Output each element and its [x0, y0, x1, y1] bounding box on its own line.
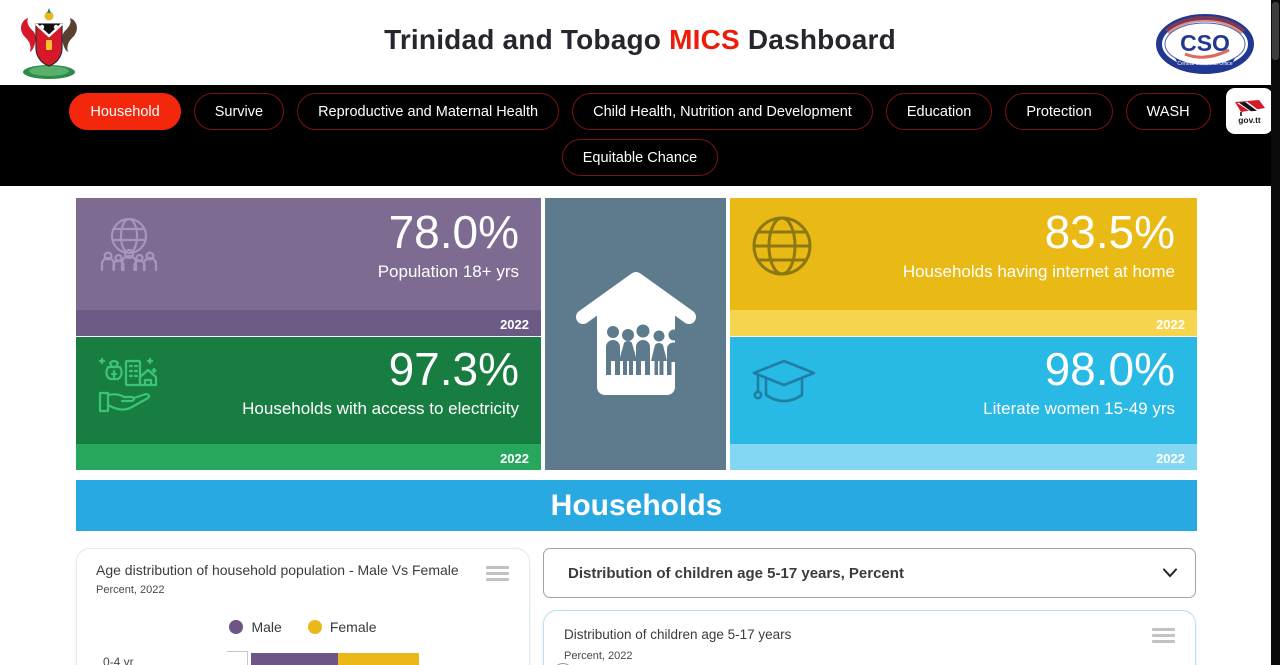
page-header: Trinidad and Tobago MICS Dashboard CSO C… — [0, 0, 1280, 85]
children-distribution-chart-card: Distribution of children age 5-17 years … — [543, 610, 1196, 665]
chart-subtitle: Percent, 2022 — [96, 584, 165, 596]
main-nav: Household Survive Reproductive and Mater… — [0, 85, 1280, 186]
male-legend-dot-icon — [229, 620, 244, 634]
electricity-economy-icon — [98, 357, 158, 413]
page-title-prefix: Trinidad and Tobago — [384, 24, 670, 55]
nav-tab-reproductive-maternal-health[interactable]: Reproductive and Maternal Health — [297, 93, 560, 130]
internet-globe-icon — [752, 216, 812, 276]
population-globe-icon — [100, 217, 158, 272]
stat-year: 2022 — [500, 317, 529, 332]
scrollbar-thumb[interactable] — [1272, 2, 1279, 60]
stat-year: 2022 — [500, 451, 529, 466]
nav-tab-survive[interactable]: Survive — [193, 93, 285, 130]
section-banner-title: Households — [550, 488, 723, 522]
male-bar-segment[interactable] — [251, 653, 338, 665]
nav-tab-education[interactable]: Education — [885, 93, 993, 130]
stat-year: 2022 — [1156, 317, 1185, 332]
graduation-cap-icon — [752, 359, 816, 403]
house-family-icon — [575, 272, 696, 395]
govtt-label: gov.tt — [1238, 114, 1261, 125]
stat-footer: 2022 — [76, 444, 541, 470]
chart-title: Age distribution of household population… — [96, 562, 459, 578]
stat-footer: 2022 — [730, 310, 1197, 336]
stat-value: 83.5% — [1044, 206, 1175, 258]
age-distribution-chart-card: Age distribution of household population… — [76, 548, 530, 665]
nav-tab-child-health-nutrition-development[interactable]: Child Health, Nutrition and Development — [572, 93, 873, 130]
nav-row-1: Household Survive Reproductive and Mater… — [0, 85, 1280, 130]
category-axis-tick — [227, 651, 248, 665]
chart-title: Distribution of children age 5-17 years — [564, 627, 792, 642]
nav-tab-wash[interactable]: WASH — [1125, 93, 1211, 130]
stat-card-electricity: 97.3% Households with access to electric… — [76, 337, 541, 470]
page-title: Trinidad and Tobago MICS Dashboard — [0, 24, 1280, 56]
nav-tab-household[interactable]: Household — [69, 93, 181, 130]
stat-card-literacy: 98.0% Literate women 15-49 yrs 2022 — [730, 337, 1197, 470]
nav-row-2: Equitable Chance — [0, 130, 1280, 176]
legend-label: Male — [251, 619, 282, 635]
legend-item-male[interactable]: Male — [229, 619, 282, 635]
stat-label: Households with access to electricity — [242, 399, 519, 418]
nav-tab-protection[interactable]: Protection — [1005, 93, 1113, 130]
household-center-panel — [545, 198, 726, 470]
govtt-button[interactable]: gov.tt — [1226, 88, 1273, 134]
trinidad-tobago-coat-of-arms-icon — [21, 8, 77, 79]
nav-tab-equitable-chance[interactable]: Equitable Chance — [561, 139, 719, 176]
stat-label: Literate women 15-49 yrs — [983, 399, 1175, 418]
page-scrollbar[interactable] — [1271, 0, 1280, 665]
cso-logo: CSO Central Statistical Office — [1156, 14, 1254, 74]
children-distribution-dropdown[interactable]: Distribution of children age 5-17 years,… — [543, 548, 1196, 598]
stat-year: 2022 — [1156, 451, 1185, 466]
chart-menu-icon[interactable] — [1152, 628, 1175, 646]
page-title-suffix: Dashboard — [739, 24, 896, 55]
stat-card-population: 78.0% Population 18+ yrs 2022 — [76, 198, 541, 336]
stat-value: 78.0% — [388, 206, 519, 258]
chart-menu-icon[interactable] — [486, 566, 509, 584]
section-banner-households: Households — [76, 480, 1197, 531]
stat-label: Households having internet at home — [902, 262, 1175, 281]
female-legend-dot-icon — [307, 620, 322, 634]
stat-value: 98.0% — [1044, 343, 1175, 395]
chevron-down-icon — [1163, 566, 1177, 581]
cso-logo-abbr: CSO — [1180, 30, 1230, 56]
stat-footer: 2022 — [730, 444, 1197, 470]
stat-card-internet: 83.5% Households having internet at home… — [730, 198, 1197, 336]
stat-footer: 2022 — [76, 310, 541, 336]
chart-legend: Male Female — [77, 619, 529, 635]
chart-subtitle: Percent, 2022 — [564, 650, 633, 662]
axis-category-label: 0-4 yr — [103, 655, 134, 665]
cso-logo-subtext: Central Statistical Office — [1177, 61, 1232, 67]
stat-value: 97.3% — [388, 343, 519, 395]
legend-label: Female — [329, 619, 377, 635]
dropdown-selected-value: Distribution of children age 5-17 years,… — [568, 564, 904, 582]
stat-label: Population 18+ yrs — [377, 262, 519, 281]
legend-item-female[interactable]: Female — [307, 619, 377, 635]
govtt-flag-icon — [1234, 99, 1265, 116]
stat-cards-grid: 78.0% Population 18+ yrs 2022 — [76, 198, 1197, 470]
female-bar-segment[interactable] — [338, 653, 419, 665]
page-title-accent: MICS — [669, 24, 740, 55]
